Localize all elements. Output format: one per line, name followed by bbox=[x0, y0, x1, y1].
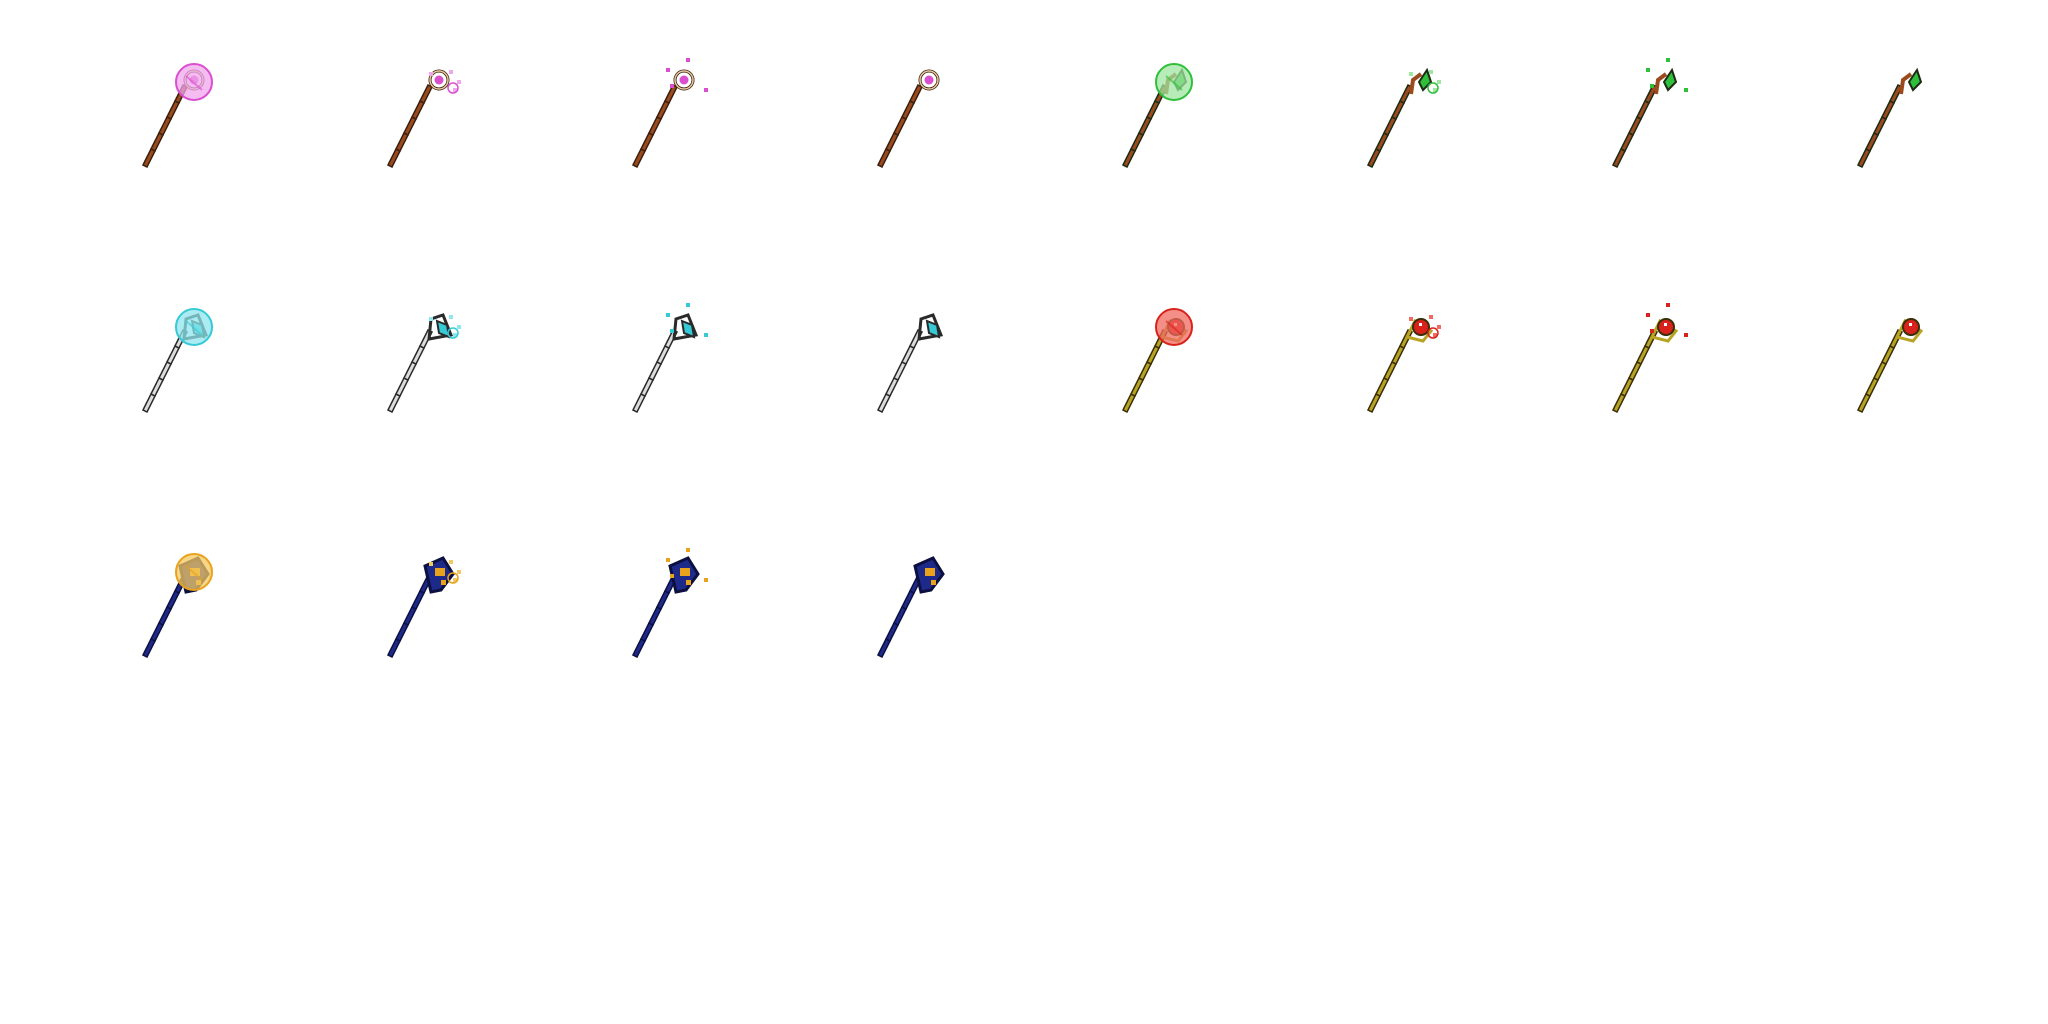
ruby-staff-shaft bbox=[1121, 328, 1169, 414]
pink-staff-sprite-sparkle-1 bbox=[377, 52, 473, 180]
green-staff-icon bbox=[1366, 67, 1441, 169]
sparkle-particles bbox=[429, 315, 461, 339]
pink-staff-shaft bbox=[141, 83, 189, 169]
green-staff-sprite-idle bbox=[1847, 52, 1943, 180]
pink-staff-sprite-glow bbox=[132, 52, 228, 180]
royal-scepter-icon bbox=[876, 556, 945, 659]
ice-staff-icon bbox=[876, 313, 944, 414]
green-staff-gem bbox=[1654, 67, 1678, 95]
ice-staff-shaft bbox=[386, 328, 434, 414]
ruby-staff-icon bbox=[1121, 308, 1193, 414]
sparkle-particles bbox=[666, 58, 708, 92]
green-staff-icon bbox=[1856, 67, 1923, 169]
pink-staff-gem bbox=[428, 69, 450, 91]
pink-staff-icon bbox=[631, 58, 708, 169]
sparkle-particles bbox=[429, 70, 461, 94]
ice-staff-sprite-idle bbox=[867, 297, 963, 425]
ruby-staff-gem bbox=[1404, 318, 1434, 343]
green-staff-shaft bbox=[1366, 83, 1414, 169]
green-staff-shaft bbox=[1856, 83, 1904, 169]
royal-scepter-shaft bbox=[631, 573, 679, 659]
sparkle-particles bbox=[1646, 58, 1688, 92]
ice-staff-gem bbox=[427, 313, 454, 341]
green-staff-gem bbox=[1409, 67, 1433, 95]
royal-scepter-shaft bbox=[141, 573, 189, 659]
green-staff-shaft bbox=[1121, 83, 1169, 169]
royal-scepter-sprite-glow bbox=[132, 542, 228, 670]
pink-staff-shaft bbox=[876, 83, 924, 169]
ice-staff-sprite-glow bbox=[132, 297, 228, 425]
ruby-staff-sprite-sparkle-1 bbox=[1357, 297, 1453, 425]
pink-staff-shaft bbox=[631, 83, 679, 169]
ruby-staff-icon bbox=[1856, 318, 1924, 414]
royal-scepter-gem bbox=[668, 556, 700, 594]
green-staff-gem bbox=[1899, 67, 1923, 95]
green-staff-icon bbox=[1611, 58, 1688, 169]
royal-scepter-shaft bbox=[876, 573, 924, 659]
ruby-staff-sprite-idle bbox=[1847, 297, 1943, 425]
ruby-staff-gem bbox=[1894, 318, 1924, 343]
ice-staff-shaft bbox=[631, 328, 679, 414]
sparkle-particles bbox=[1409, 70, 1441, 94]
ruby-staff-sprite-glow bbox=[1112, 297, 1208, 425]
green-staff-sprite-glow bbox=[1112, 52, 1208, 180]
ruby-staff-shaft bbox=[1856, 328, 1904, 414]
ice-staff-gem bbox=[917, 313, 944, 341]
pink-staff-shaft bbox=[386, 83, 434, 169]
sparkle-particles bbox=[429, 560, 461, 584]
sparkle-particles bbox=[1409, 315, 1441, 339]
ice-staff-icon bbox=[631, 303, 708, 414]
pink-staff-icon bbox=[141, 63, 213, 169]
green-staff-sprite-sparkle-1 bbox=[1357, 52, 1453, 180]
ruby-staff-sprite-sparkle-2 bbox=[1602, 297, 1698, 425]
pink-staff-gem bbox=[918, 69, 940, 91]
royal-scepter-shaft bbox=[386, 573, 434, 659]
green-staff-shaft bbox=[1611, 83, 1659, 169]
royal-scepter-icon bbox=[141, 553, 213, 659]
ruby-staff-gem bbox=[1649, 318, 1679, 343]
royal-scepter-icon bbox=[386, 556, 461, 659]
royal-scepter-sprite-sparkle-2 bbox=[622, 542, 718, 670]
ice-staff-sprite-sparkle-1 bbox=[377, 297, 473, 425]
pink-staff-sprite-sparkle-2 bbox=[622, 52, 718, 180]
ice-staff-shaft bbox=[876, 328, 924, 414]
ice-staff-gem bbox=[672, 313, 699, 341]
sparkle-particles bbox=[666, 548, 708, 582]
royal-scepter-sprite-sparkle-1 bbox=[377, 542, 473, 670]
sparkle-particles bbox=[666, 303, 708, 337]
ruby-staff-icon bbox=[1366, 315, 1441, 414]
pink-staff-icon bbox=[876, 69, 940, 169]
green-staff-icon bbox=[1121, 63, 1193, 169]
ice-staff-sprite-sparkle-2 bbox=[622, 297, 718, 425]
royal-scepter-sprite-idle bbox=[867, 542, 963, 670]
ice-staff-icon bbox=[141, 308, 213, 414]
royal-scepter-gem bbox=[913, 556, 945, 594]
green-staff-sprite-sparkle-2 bbox=[1602, 52, 1698, 180]
pink-staff-gem bbox=[673, 69, 695, 91]
royal-scepter-icon bbox=[631, 548, 708, 659]
ruby-staff-shaft bbox=[1366, 328, 1414, 414]
pink-staff-icon bbox=[386, 69, 461, 169]
ice-staff-icon bbox=[386, 313, 461, 414]
ruby-staff-shaft bbox=[1611, 328, 1659, 414]
ice-staff-shaft bbox=[141, 328, 189, 414]
pink-staff-sprite-idle bbox=[867, 52, 963, 180]
ruby-staff-icon bbox=[1611, 303, 1688, 414]
sparkle-particles bbox=[1646, 303, 1688, 337]
royal-scepter-gem bbox=[423, 556, 455, 594]
